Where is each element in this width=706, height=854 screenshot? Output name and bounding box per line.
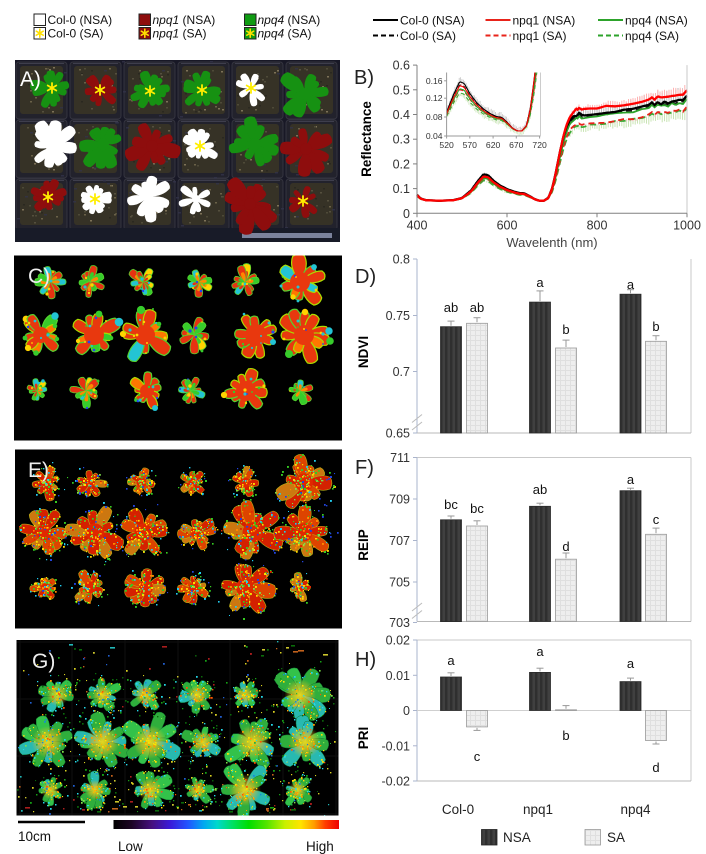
svg-text:A): A) — [20, 68, 41, 91]
svg-text:npq4 (NSA): npq4 (NSA) — [625, 14, 688, 28]
svg-text:Col-0 (SA): Col-0 (SA) — [48, 27, 104, 41]
svg-text:ab: ab — [444, 300, 458, 315]
svg-text:705: 705 — [389, 576, 410, 590]
svg-text:G): G) — [32, 650, 55, 673]
svg-text:711: 711 — [390, 451, 410, 465]
svg-text:d: d — [562, 539, 569, 554]
svg-text:0.4: 0.4 — [393, 108, 410, 122]
svg-text:a: a — [536, 275, 544, 290]
svg-text:npq4: npq4 — [620, 802, 651, 817]
svg-text:0.6: 0.6 — [393, 59, 410, 73]
svg-text:a: a — [536, 644, 544, 659]
svg-text:a: a — [627, 472, 635, 487]
svg-text:npq4 (NSA): npq4 (NSA) — [258, 13, 321, 27]
svg-text:0.3: 0.3 — [393, 133, 410, 147]
svg-text:10cm: 10cm — [18, 829, 51, 844]
svg-text:0.5: 0.5 — [393, 83, 410, 97]
svg-text:REIP: REIP — [356, 529, 371, 561]
svg-text:-0.02: -0.02 — [382, 775, 411, 789]
svg-text:800: 800 — [587, 218, 608, 232]
svg-text:E): E) — [28, 459, 49, 482]
svg-text:720: 720 — [532, 140, 547, 150]
svg-text:400: 400 — [407, 218, 428, 232]
svg-text:Col-0: Col-0 — [442, 802, 474, 817]
svg-text:0.7: 0.7 — [393, 365, 410, 379]
svg-text:d: d — [652, 760, 659, 775]
svg-text:SA: SA — [607, 830, 625, 845]
svg-text:F): F) — [355, 457, 374, 479]
svg-text:0.01: 0.01 — [386, 669, 410, 683]
svg-text:520: 520 — [439, 140, 454, 150]
svg-text:Col-0 (NSA): Col-0 (NSA) — [400, 14, 465, 28]
svg-text:570: 570 — [463, 140, 478, 150]
svg-text:0.12: 0.12 — [426, 93, 443, 103]
svg-text:703: 703 — [389, 616, 410, 630]
svg-text:b: b — [562, 322, 569, 337]
svg-text:0.75: 0.75 — [386, 309, 410, 323]
svg-text:bc: bc — [470, 501, 484, 516]
svg-text:npq4 (SA): npq4 (SA) — [625, 29, 679, 43]
svg-text:NDVI: NDVI — [356, 336, 371, 368]
svg-text:PRI: PRI — [356, 727, 371, 750]
svg-text:Wavelenth (nm): Wavelenth (nm) — [506, 235, 597, 250]
svg-text:D): D) — [355, 266, 376, 288]
svg-text:bc: bc — [444, 497, 458, 512]
svg-text:707: 707 — [389, 534, 410, 548]
svg-text:c: c — [653, 512, 660, 527]
svg-text:0.1: 0.1 — [393, 182, 410, 196]
svg-text:0.04: 0.04 — [426, 131, 443, 141]
svg-text:-0.01: -0.01 — [382, 739, 411, 753]
svg-text:709: 709 — [389, 493, 410, 507]
svg-text:Col-0 (NSA): Col-0 (NSA) — [48, 13, 113, 27]
svg-text:npq1 (NSA): npq1 (NSA) — [513, 14, 576, 28]
svg-text:c: c — [474, 749, 481, 764]
svg-text:0.08: 0.08 — [426, 112, 443, 122]
svg-text:a: a — [627, 277, 635, 292]
svg-text:620: 620 — [486, 140, 501, 150]
svg-text:0.65: 0.65 — [386, 427, 410, 441]
svg-text:670: 670 — [509, 140, 524, 150]
svg-text:npq1 (NSA): npq1 (NSA) — [153, 13, 216, 27]
svg-text:b: b — [652, 319, 659, 334]
svg-text:0.02: 0.02 — [386, 634, 410, 648]
svg-text:NSA: NSA — [503, 830, 531, 845]
svg-text:npq4 (SA): npq4 (SA) — [258, 27, 312, 41]
svg-text:npq1 (SA): npq1 (SA) — [153, 27, 207, 41]
svg-text:0: 0 — [403, 207, 410, 221]
svg-text:0.16: 0.16 — [426, 76, 443, 86]
svg-text:a: a — [627, 656, 635, 671]
svg-text:a: a — [447, 653, 455, 668]
svg-text:H): H) — [355, 649, 376, 671]
svg-text:600: 600 — [497, 218, 518, 232]
svg-text:1000: 1000 — [673, 218, 701, 232]
svg-text:Reflectance: Reflectance — [359, 101, 374, 177]
svg-text:High: High — [306, 839, 334, 854]
svg-text:B): B) — [354, 67, 374, 89]
svg-text:b: b — [562, 728, 569, 743]
svg-text:0.8: 0.8 — [393, 253, 410, 267]
svg-text:npq1: npq1 — [523, 802, 553, 817]
svg-text:C): C) — [28, 265, 50, 288]
svg-text:0: 0 — [403, 704, 410, 718]
svg-text:ab: ab — [470, 300, 484, 315]
svg-text:0.2: 0.2 — [393, 157, 410, 171]
svg-text:Low: Low — [118, 839, 143, 854]
svg-text:npq1 (SA): npq1 (SA) — [513, 29, 567, 43]
svg-text:ab: ab — [533, 482, 547, 497]
svg-text:Col-0 (SA): Col-0 (SA) — [400, 29, 456, 43]
